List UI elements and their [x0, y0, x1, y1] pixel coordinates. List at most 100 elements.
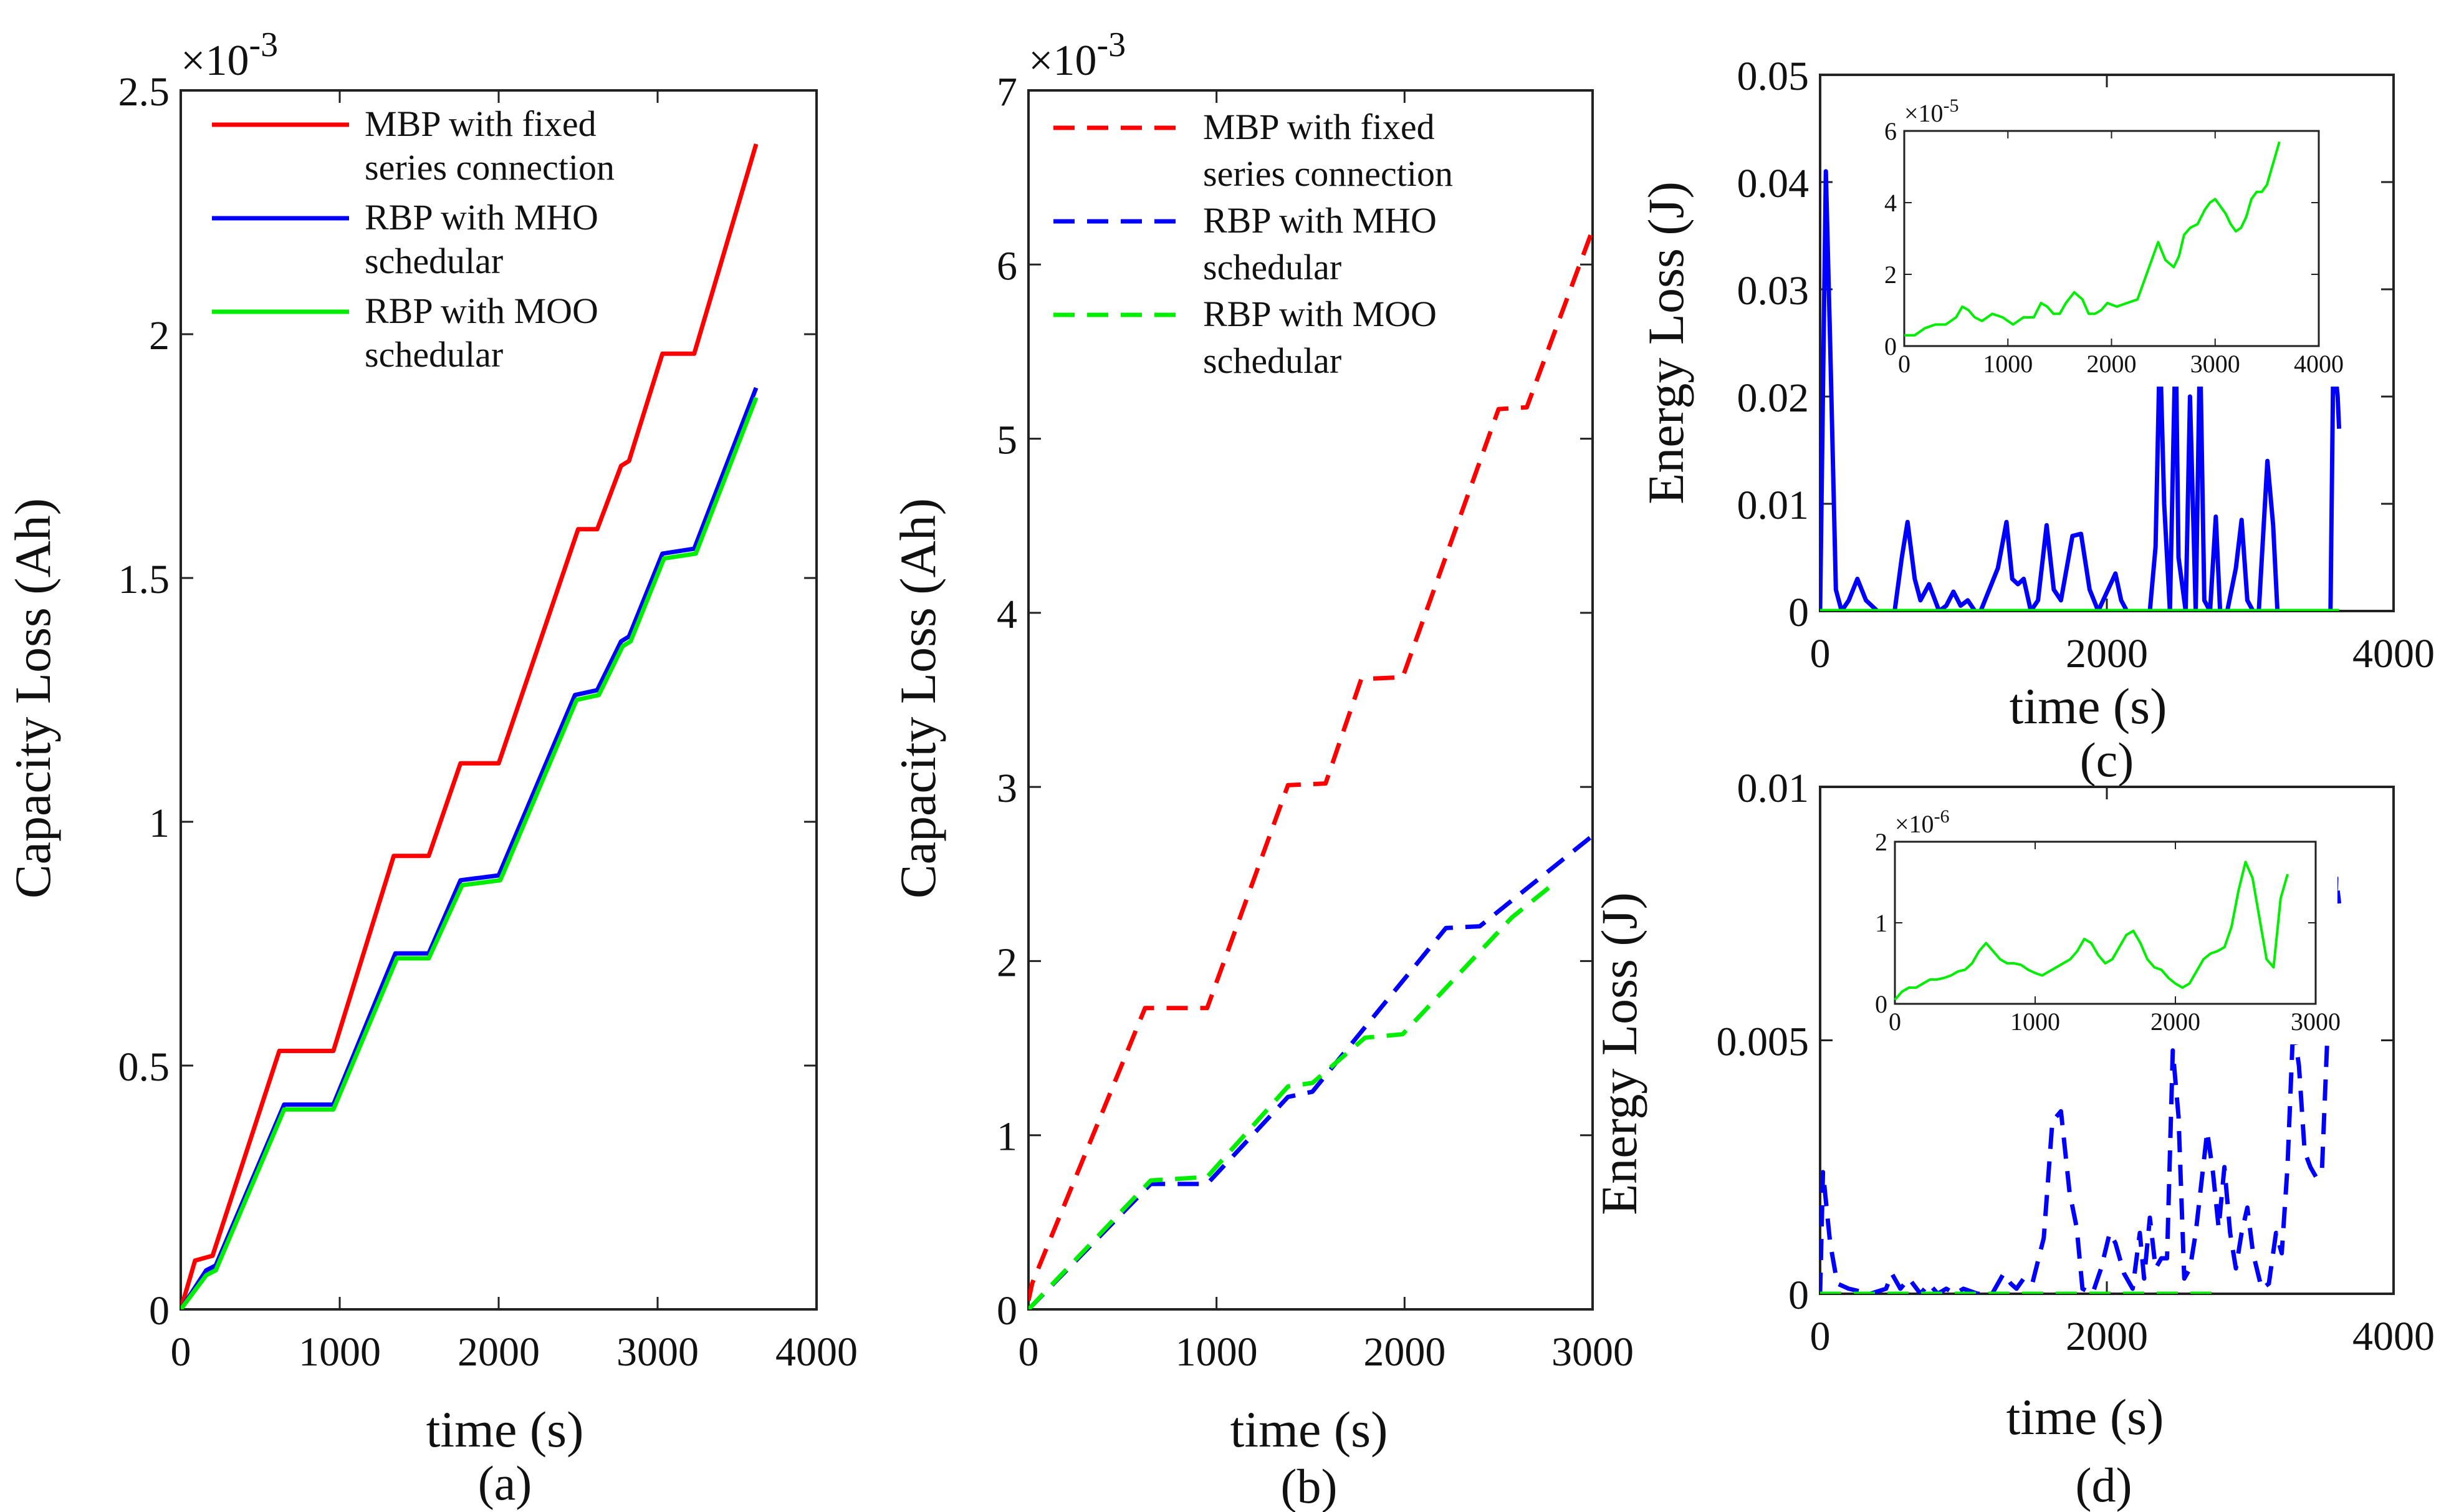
y-tick-label: 1.5 — [118, 557, 170, 602]
legend-label: schedular — [365, 334, 503, 375]
x-tick-label: 1000 — [299, 1329, 381, 1375]
x-tick-label: 4000 — [2352, 1314, 2435, 1359]
x-tick-label: 0 — [1898, 350, 1910, 378]
x-tick-label: 4000 — [2294, 350, 2344, 378]
y-tick-label: 2 — [149, 313, 170, 359]
series-line-blue — [1820, 169, 2342, 611]
axes-frame — [1027, 89, 1594, 1311]
plot-area — [1820, 875, 2342, 1294]
inset-panel-c: 0 1000 2000 3000 4000 0 2 4 6×10-5 — [1884, 95, 2344, 378]
y-axis-title: Capacity Loss (Ah) — [4, 498, 61, 898]
x-tick-label: 0 — [1810, 1314, 1831, 1359]
y-tick-label: 1 — [1875, 909, 1887, 937]
plot-area — [1820, 169, 2342, 611]
y-tick-label: 6 — [997, 243, 1017, 289]
x-tick-label: 4000 — [2352, 631, 2435, 677]
y-tick-label: 0 — [1788, 590, 1809, 635]
inset-background — [1845, 103, 2341, 387]
series-line-blue — [1820, 875, 2342, 1294]
panel-a: 0 1000 2000 3000 4000 0 0.5 1 1.5 2 2.5×10-3 Capaci… — [4, 26, 858, 1510]
y-tick-label: 0.01 — [1737, 766, 1810, 811]
x-tick-label: 2000 — [1363, 1329, 1445, 1375]
y-tick-label: 1 — [997, 1114, 1017, 1160]
y-axis-title: Capacity Loss (Ah) — [889, 498, 946, 898]
panel-caption: (d) — [2076, 1458, 2132, 1512]
y-tick-label: 0 — [1884, 332, 1897, 360]
y-tick-label: 2 — [1875, 828, 1887, 856]
y-tick-label: 0.04 — [1737, 161, 1810, 206]
y-tick-label: 0.02 — [1737, 375, 1810, 421]
y-tick-label: 2 — [1884, 261, 1897, 289]
legend: MBP with fixed series connection RBP with … — [1053, 107, 1453, 381]
inset-panel-d: 0 1000 2000 3000 0 1 2 ×10-6 — [1875, 806, 2341, 1036]
y-tick-label: 0.5 — [118, 1044, 170, 1090]
series-line-blue — [181, 387, 759, 1309]
legend-label: RBP with MOO — [1203, 294, 1437, 334]
x-tick-label: 3000 — [616, 1329, 699, 1375]
y-tick-label: 0 — [997, 1288, 1017, 1334]
series-line-green — [1028, 881, 1556, 1309]
y-tick-label: 4 — [997, 592, 1017, 637]
legend-label: series connection — [365, 147, 615, 188]
panel-d: 0 2000 4000 0 0.005 0.01 Energy Loss (J) time (… — [1591, 766, 2435, 1512]
panel-caption: (b) — [1281, 1459, 1338, 1512]
legend-label: schedular — [1203, 247, 1341, 287]
plot-area — [181, 143, 759, 1309]
y-tick-label: 7 — [997, 69, 1017, 115]
x-axis-title: time (s) — [2006, 1389, 2164, 1445]
x-tick-label: 0 — [1810, 631, 1831, 677]
x-tick-label: 2000 — [2087, 350, 2137, 378]
series-line-blue — [1028, 834, 1593, 1309]
x-tick-label: 4000 — [775, 1329, 858, 1375]
panel-b: 0 1000 2000 3000 0 1 2 3 4 5 6 7×10-3 Capacity Loss … — [889, 26, 1634, 1512]
y-tick-label: 0.01 — [1737, 483, 1810, 528]
x-axis-title: time (s) — [2010, 678, 2167, 734]
y-tick-label: 0.03 — [1737, 268, 1810, 314]
axis-exponent: ×10-5 — [1904, 95, 1959, 127]
legend-label: series connection — [1203, 153, 1453, 194]
x-axis-title: time (s) — [426, 1401, 584, 1458]
x-tick-label: 3000 — [1551, 1329, 1634, 1375]
x-tick-label: 0 — [1019, 1329, 1039, 1375]
y-tick-label: 6 — [1884, 117, 1897, 145]
y-tick-label: 3 — [997, 766, 1017, 811]
y-axis-title: Energy Loss (J) — [1591, 892, 1647, 1215]
legend-label: RBP with MHO — [365, 197, 598, 238]
series-line-red — [1028, 229, 1593, 1301]
x-tick-label: 3000 — [2291, 1008, 2341, 1036]
panel-c: 0 2000 4000 0 0.01 0.02 0.03 0.04 0.05 Energy Los… — [1637, 54, 2435, 787]
y-tick-label: 0 — [1875, 990, 1887, 1018]
y-tick-label: 2 — [997, 940, 1017, 985]
panel-caption: (c) — [2080, 733, 2134, 787]
y-tick-label: 0 — [1788, 1273, 1809, 1318]
legend-label: schedular — [1203, 340, 1341, 381]
axis-exponent: ×10-3 — [1028, 26, 1126, 85]
y-tick-label: 0.005 — [1717, 1019, 1810, 1065]
y-tick-label: 0.05 — [1737, 54, 1810, 99]
y-tick-label: 0 — [149, 1288, 170, 1334]
x-tick-label: 0 — [1889, 1008, 1901, 1036]
x-tick-label: 1000 — [2010, 1008, 2060, 1036]
x-tick-label: 0 — [171, 1329, 191, 1375]
axis-exponent: ×10-3 — [181, 26, 278, 85]
y-tick-label: 5 — [997, 418, 1017, 463]
legend-label: MBP with fixed — [1203, 107, 1435, 147]
x-tick-label: 1000 — [1176, 1329, 1258, 1375]
legend-label: RBP with MHO — [1203, 200, 1437, 241]
legend-label: MBP with fixed — [365, 104, 597, 144]
x-tick-label: 3000 — [2190, 350, 2240, 378]
y-tick-label: 2.5 — [118, 69, 170, 115]
inset-background — [1836, 814, 2337, 1044]
x-tick-label: 1000 — [1983, 350, 2033, 378]
x-tick-label: 2000 — [458, 1329, 540, 1375]
x-tick-label: 2000 — [2066, 1314, 2148, 1359]
y-tick-label: 1 — [149, 801, 170, 846]
axis-exponent: ×10-6 — [1895, 806, 1950, 838]
x-axis-title: time (s) — [1230, 1401, 1388, 1458]
panel-caption: (a) — [478, 1456, 532, 1510]
series-line-green — [1894, 860, 2289, 1001]
series-line-green — [1904, 141, 2281, 337]
y-tick-label: 4 — [1884, 189, 1897, 217]
plot-area — [1028, 229, 1593, 1309]
